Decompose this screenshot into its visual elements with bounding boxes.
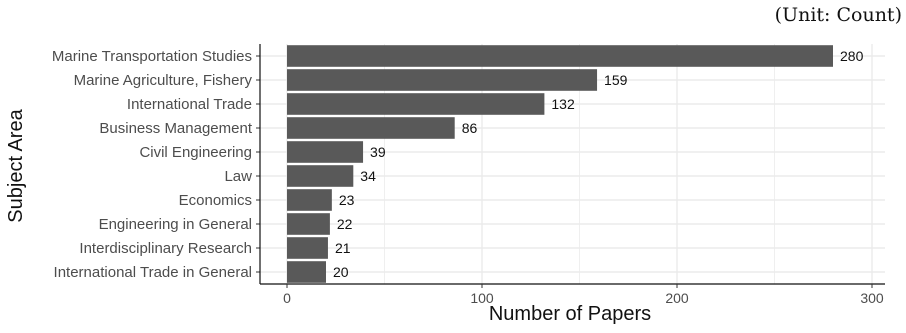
bar [287,45,833,67]
data-label-layer: 280 159 132 86 39 34 23 22 21 20 [333,48,864,280]
bar [287,117,455,139]
bar [287,189,332,211]
x-tick-label: 300 [860,290,884,306]
y-tick-label: Business Management [99,120,252,137]
bar [287,93,545,115]
bar [287,261,326,283]
data-label: 20 [333,264,349,280]
y-tick-label: Engineering in General [99,216,252,233]
y-tick-label: International Trade in General [54,264,252,281]
y-tick-label: Marine Agriculture, Fishery [74,72,253,89]
y-tick-label: Marine Transportation Studies [52,48,252,65]
x-tick-label: 200 [665,290,689,306]
data-label: 159 [604,72,628,88]
bar [287,69,598,91]
axis-layer: Marine Transportation Studies Marine Agri… [52,44,885,306]
data-label: 22 [337,216,353,232]
data-label: 86 [462,120,478,136]
y-tick-label: Economics [179,192,252,209]
data-label: 21 [335,240,351,256]
x-tick-label: 0 [283,290,291,306]
bar-layer [287,45,833,283]
bar [287,237,328,259]
x-axis-title: Number of Papers [489,303,651,325]
data-label: 39 [370,144,386,160]
bar [287,213,330,235]
bar [287,141,364,163]
data-label: 132 [551,96,575,112]
unit-note: (Unit: Count) [774,4,902,26]
data-label: 34 [360,168,376,184]
y-tick-label: Interdisciplinary Research [79,240,252,257]
x-tick-label: 100 [470,290,494,306]
y-axis-title: Subject Area [5,108,27,222]
y-tick-label: International Trade [127,96,252,113]
bar [287,165,354,187]
y-tick-label: Civil Engineering [139,144,252,161]
data-label: 280 [840,48,864,64]
data-label: 23 [339,192,355,208]
y-tick-label: Law [224,168,252,185]
